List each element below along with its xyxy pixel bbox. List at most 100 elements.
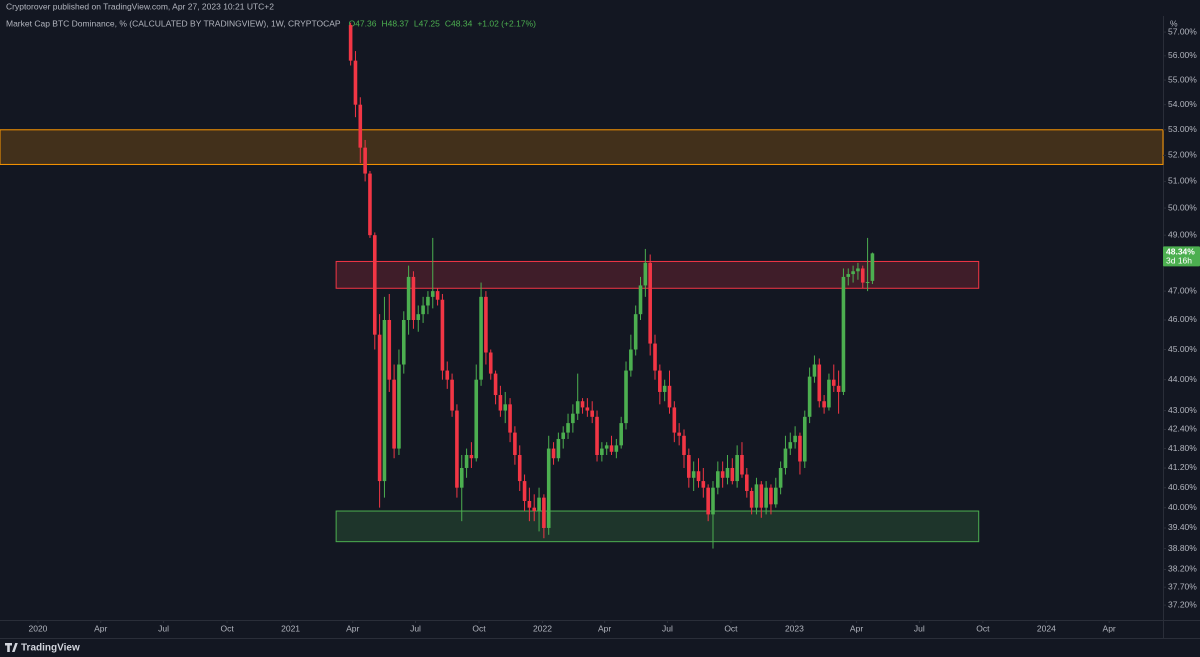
publisher-header: Cryptorover published on TradingView.com… bbox=[6, 1, 274, 11]
candle-body bbox=[532, 507, 537, 512]
candle-body bbox=[836, 385, 841, 392]
candle-body bbox=[493, 373, 498, 396]
candle-body bbox=[522, 481, 527, 501]
candle-body bbox=[662, 385, 667, 392]
candle-body bbox=[773, 487, 778, 505]
candle-body bbox=[648, 262, 652, 344]
x-tick-label: Apr bbox=[1103, 623, 1116, 633]
candle-body bbox=[788, 442, 793, 449]
candle-body bbox=[812, 364, 817, 377]
x-tick-label: Oct bbox=[724, 623, 738, 633]
candle-body bbox=[846, 274, 851, 277]
candle-body bbox=[725, 467, 730, 478]
candle-body bbox=[430, 291, 435, 297]
candle-body bbox=[421, 305, 425, 315]
y-tick-label: 38.80% bbox=[1168, 543, 1197, 553]
candle-body bbox=[580, 401, 585, 408]
candle-body bbox=[556, 438, 561, 459]
candle-body bbox=[793, 435, 797, 443]
candle-body bbox=[508, 404, 512, 433]
candle-body bbox=[426, 296, 430, 306]
candle-body bbox=[450, 379, 454, 411]
candle-body bbox=[484, 296, 488, 353]
candle-body bbox=[537, 497, 541, 512]
candle-body bbox=[397, 364, 401, 449]
footer-brand: TradingView bbox=[21, 643, 80, 654]
candle-body bbox=[411, 276, 416, 320]
candle-body bbox=[827, 379, 831, 408]
candle-body bbox=[387, 319, 392, 380]
x-tick-label: Jul bbox=[158, 623, 169, 633]
y-tick-label: 38.20% bbox=[1168, 564, 1197, 574]
candle-body bbox=[860, 268, 865, 283]
y-tick-label: 53.00% bbox=[1168, 124, 1197, 134]
candle-body bbox=[759, 484, 764, 508]
candle-body bbox=[527, 500, 532, 508]
x-tick-label: 2023 bbox=[785, 623, 804, 633]
candle-body bbox=[358, 104, 363, 148]
x-tick-label: Oct bbox=[220, 623, 234, 633]
candle-body bbox=[551, 448, 556, 459]
candle-body bbox=[619, 423, 623, 446]
last-price-box bbox=[1163, 246, 1200, 267]
candle-body bbox=[542, 497, 546, 528]
candle-body bbox=[435, 291, 440, 300]
candle-body bbox=[600, 448, 604, 456]
candle-body bbox=[817, 364, 822, 402]
y-tick-label: 51.00% bbox=[1168, 176, 1197, 186]
candle-body bbox=[571, 413, 575, 424]
y-tick-label: 39.40% bbox=[1168, 522, 1197, 532]
candle-body bbox=[561, 432, 566, 439]
y-tick-label: 57.00% bbox=[1168, 26, 1197, 36]
x-tick-label: Apr bbox=[346, 623, 359, 633]
legend-ohlc: L47.25 bbox=[414, 18, 440, 28]
candle-body bbox=[720, 471, 725, 478]
candle-body bbox=[769, 487, 773, 505]
candle-body bbox=[614, 445, 619, 452]
candle-body bbox=[503, 404, 508, 411]
candle-body bbox=[672, 407, 677, 433]
candle-body bbox=[464, 455, 469, 468]
candle-body bbox=[416, 314, 421, 320]
legend-title: Market Cap BTC Dominance, % (CALCULATED … bbox=[6, 18, 341, 28]
y-tick-label: 41.80% bbox=[1168, 443, 1197, 453]
x-tick-label: 2021 bbox=[281, 623, 300, 633]
candle-body bbox=[802, 416, 807, 462]
candle-body bbox=[740, 455, 744, 475]
y-tick-label: 43.00% bbox=[1168, 405, 1197, 415]
y-tick-label: 46.00% bbox=[1168, 314, 1197, 324]
candle-body bbox=[488, 352, 493, 374]
y-tick-label: 52.00% bbox=[1168, 150, 1197, 160]
logo-icon bbox=[5, 643, 18, 652]
candle-body bbox=[798, 435, 802, 462]
y-tick-label: 37.20% bbox=[1168, 599, 1197, 609]
candles bbox=[348, 22, 875, 549]
y-tick-label: 49.00% bbox=[1168, 229, 1197, 239]
legend-ohlc: C48.34 bbox=[445, 18, 473, 28]
candle-body bbox=[546, 448, 551, 528]
candle-body bbox=[687, 455, 691, 478]
candle-body bbox=[749, 490, 754, 508]
candle-body bbox=[831, 379, 836, 386]
y-tick-label: 47.00% bbox=[1168, 285, 1197, 295]
candle-body bbox=[474, 379, 479, 459]
candle-body bbox=[633, 314, 638, 350]
candle-body bbox=[624, 370, 628, 424]
candle-body bbox=[711, 487, 715, 515]
candle-body bbox=[696, 471, 701, 482]
candle-body bbox=[682, 435, 686, 456]
y-tick-label: 40.00% bbox=[1168, 502, 1197, 512]
legend-ohlc: +1.02 (+2.17%) bbox=[477, 18, 536, 28]
y-tick-label: 40.60% bbox=[1168, 482, 1197, 492]
legend-ohlc: H48.37 bbox=[381, 18, 409, 28]
candle-body bbox=[783, 448, 788, 468]
candle-body bbox=[401, 319, 406, 365]
candle-body bbox=[856, 268, 860, 272]
candle-body bbox=[638, 285, 643, 315]
candle-body bbox=[706, 487, 710, 515]
candle-body bbox=[851, 271, 855, 275]
candle-body bbox=[440, 299, 445, 371]
candle-body bbox=[348, 25, 353, 61]
x-tick-label: 2022 bbox=[533, 623, 552, 633]
